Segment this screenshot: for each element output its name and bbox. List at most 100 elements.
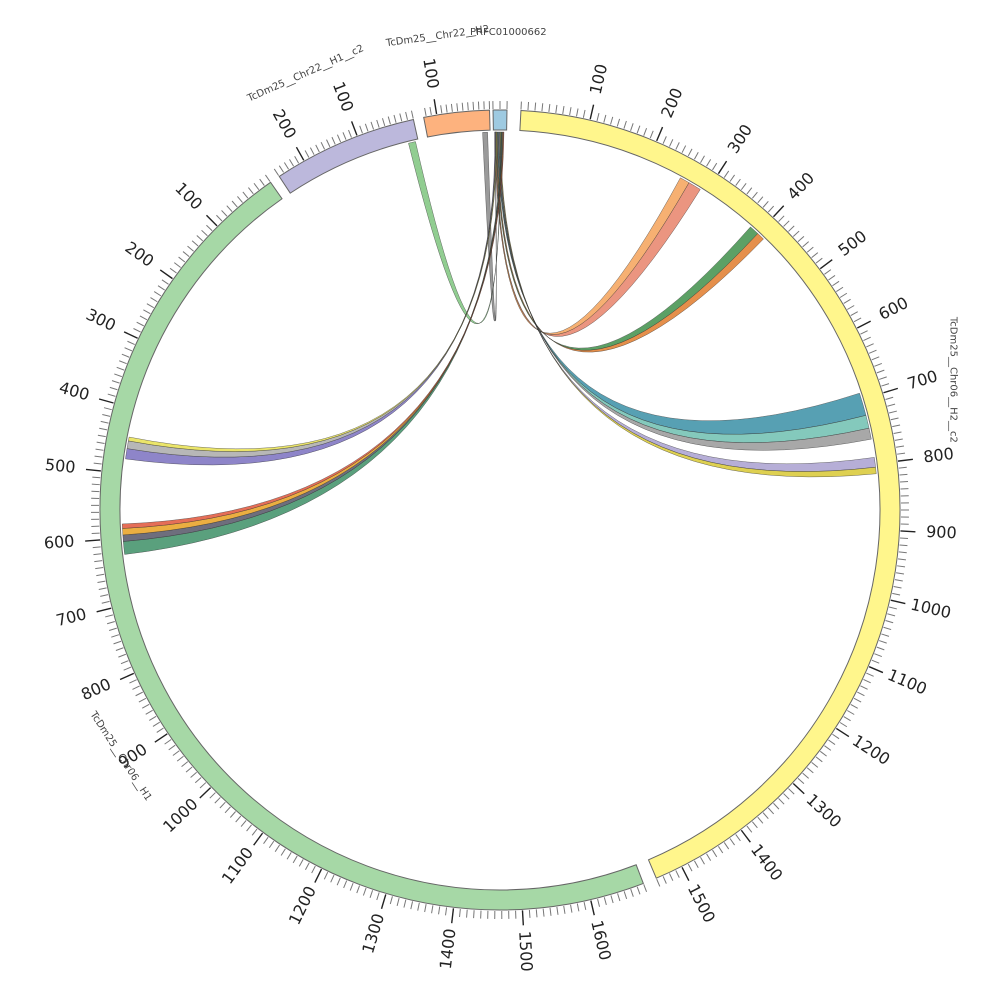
minor-tick <box>132 686 139 690</box>
minor-tick <box>174 263 180 268</box>
major-tick <box>254 833 263 845</box>
minor-tick <box>215 797 221 803</box>
tick-label: 800 <box>78 674 114 704</box>
minor-tick <box>824 270 830 275</box>
minor-tick <box>451 104 452 112</box>
tick-label: 900 <box>926 522 957 543</box>
major-tick <box>155 734 167 742</box>
minor-tick <box>894 587 902 589</box>
minor-tick <box>110 387 118 389</box>
minor-tick <box>529 910 530 918</box>
minor-tick <box>892 593 900 595</box>
minor-tick <box>707 159 711 166</box>
minor-tick <box>173 751 179 756</box>
minor-tick <box>879 377 887 380</box>
major-tick <box>793 783 804 793</box>
minor-tick <box>894 432 902 434</box>
tick-label: 1600 <box>587 918 615 962</box>
minor-tick <box>104 408 112 410</box>
major-tick <box>820 260 832 269</box>
minor-tick <box>95 456 103 457</box>
minor-tick <box>324 872 327 879</box>
minor-tick <box>316 145 320 152</box>
minor-tick <box>210 793 216 799</box>
minor-tick <box>236 816 241 822</box>
minor-tick <box>107 621 115 623</box>
minor-tick <box>162 280 169 285</box>
minor-tick <box>441 105 442 113</box>
minor-tick <box>832 281 839 285</box>
minor-tick <box>457 103 458 111</box>
minor-tick <box>763 201 768 207</box>
major-tick <box>682 867 689 880</box>
minor-tick <box>343 132 346 139</box>
minor-tick <box>197 236 203 241</box>
minor-tick <box>284 162 288 169</box>
major-tick <box>718 161 726 174</box>
minor-tick <box>895 580 903 581</box>
minor-tick <box>542 103 543 111</box>
minor-tick <box>869 350 876 353</box>
minor-tick <box>650 131 653 138</box>
minor-tick <box>896 573 904 574</box>
minor-tick <box>220 802 225 808</box>
minor-tick <box>694 152 698 159</box>
minor-tick <box>879 641 887 644</box>
minor-tick <box>758 197 763 203</box>
minor-tick <box>624 121 626 129</box>
minor-tick <box>116 648 124 651</box>
minor-tick <box>768 206 773 212</box>
minor-tick <box>730 838 735 845</box>
minor-tick <box>828 740 835 745</box>
minor-tick <box>265 175 270 182</box>
minor-tick <box>191 772 197 777</box>
minor-tick <box>897 453 905 454</box>
minor-tick <box>350 883 353 890</box>
minor-tick <box>418 903 420 911</box>
minor-tick <box>462 103 463 111</box>
minor-tick <box>186 767 192 772</box>
minor-tick <box>752 822 757 828</box>
minor-tick <box>140 316 147 320</box>
minor-tick <box>153 722 160 726</box>
minor-tick <box>854 698 861 702</box>
minor-tick <box>96 449 104 450</box>
minor-tick <box>847 306 854 310</box>
segment-tcdm25-chr06-h2-c2 <box>520 111 900 879</box>
major-tick <box>86 469 101 470</box>
tick-label: 200 <box>269 106 301 142</box>
minor-tick <box>252 829 257 835</box>
major-tick <box>120 673 134 679</box>
minor-tick <box>195 777 201 782</box>
minor-tick <box>758 817 763 823</box>
minor-tick <box>360 126 363 134</box>
minor-tick <box>736 179 741 185</box>
major-tick <box>522 910 523 925</box>
tick-label: 100 <box>419 57 443 90</box>
minor-tick <box>102 601 110 603</box>
minor-tick <box>98 435 106 436</box>
minor-tick <box>370 890 373 898</box>
minor-tick <box>874 654 881 657</box>
minor-tick <box>202 230 208 235</box>
minor-tick <box>563 106 564 114</box>
minor-tick <box>816 258 822 263</box>
minor-tick <box>460 909 461 917</box>
tick-label: 1100 <box>885 665 930 698</box>
minor-tick <box>872 660 879 663</box>
major-tick <box>900 531 915 532</box>
minor-tick <box>900 538 908 539</box>
minor-tick <box>779 216 785 222</box>
minor-tick <box>604 897 606 905</box>
minor-tick <box>121 661 128 664</box>
minor-tick <box>644 128 647 135</box>
minor-tick <box>889 411 897 413</box>
minor-tick <box>611 895 613 903</box>
minor-tick <box>803 242 809 247</box>
major-tick <box>591 901 594 916</box>
minor-tick <box>840 293 847 297</box>
minor-tick <box>114 641 122 644</box>
minor-tick <box>248 188 253 194</box>
tick-label: 1200 <box>285 883 320 928</box>
